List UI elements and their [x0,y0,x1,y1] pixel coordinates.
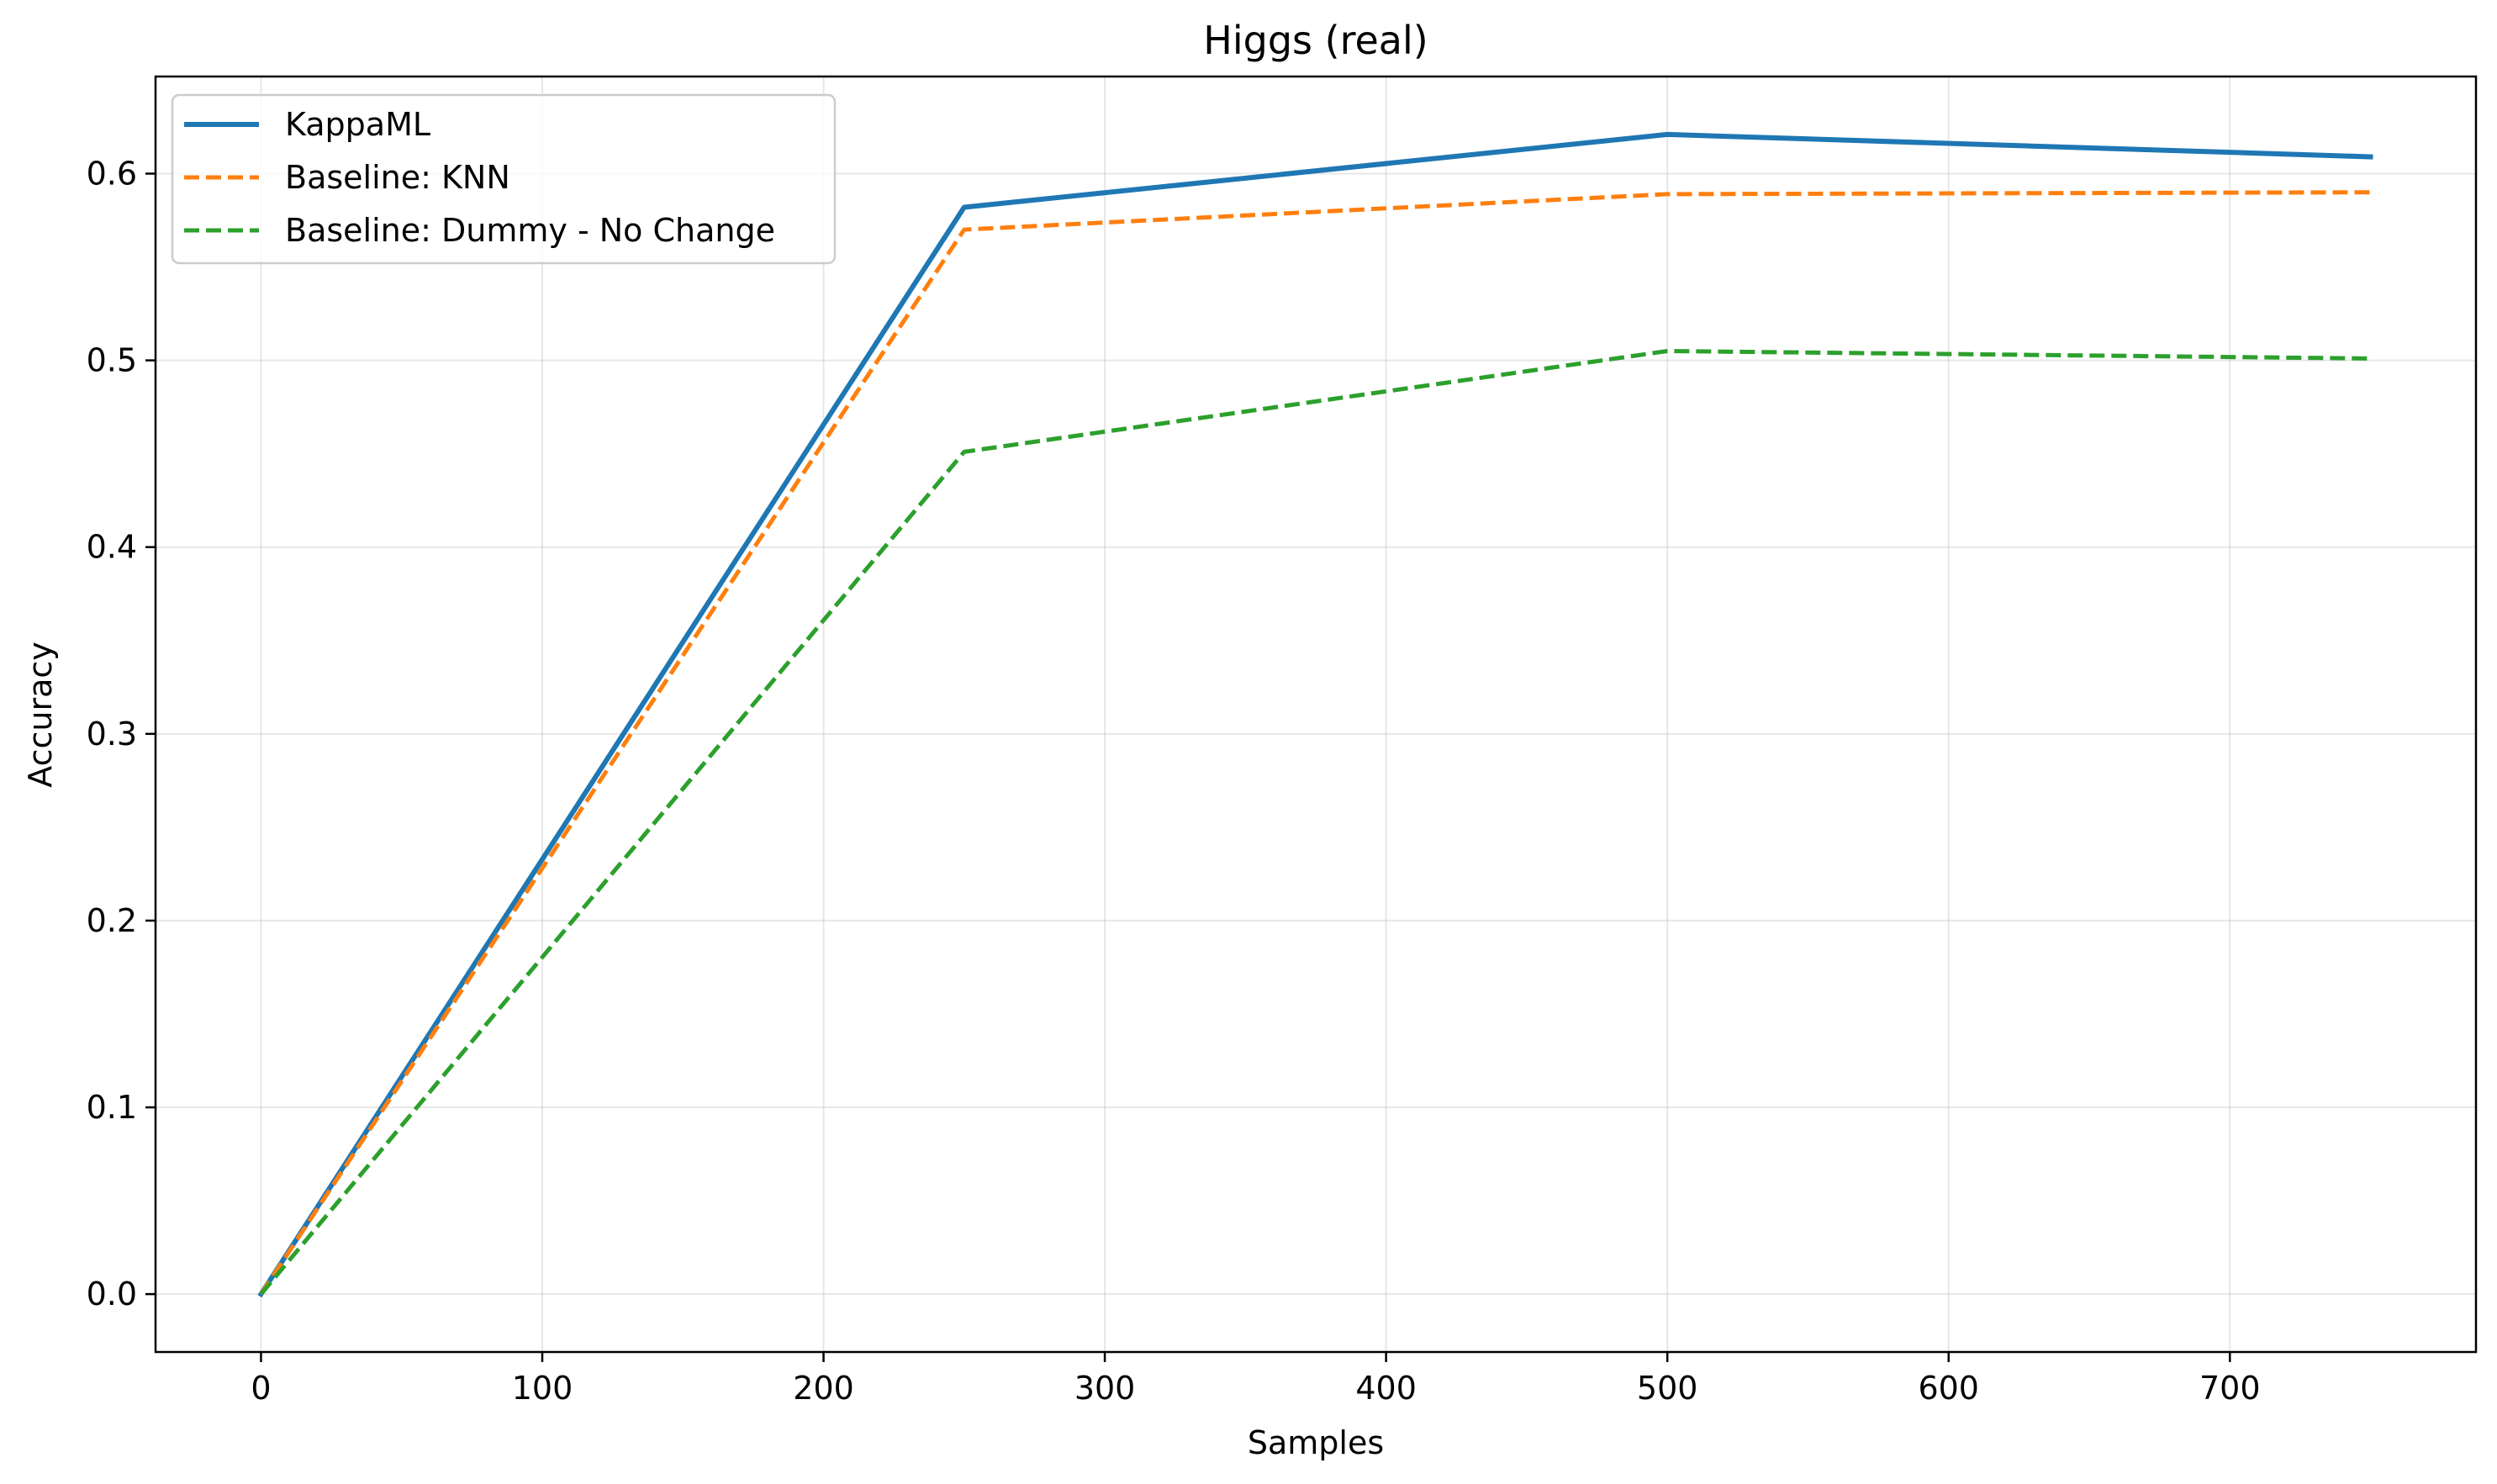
x-tick-label: 400 [1355,1370,1417,1407]
x-tick-label: 500 [1637,1370,1698,1407]
series-line-3 [259,349,2371,1296]
x-axis-title: Samples [1248,1424,1384,1461]
grid [156,77,2476,1352]
y-tick-label: 0.3 [87,716,137,753]
series-line-1 [257,131,2373,1298]
x-axis: 0 100 200 300 400 500 600 700 [251,1352,2261,1407]
y-tick-label: 0.4 [87,529,137,566]
y-tick-label: 0.5 [87,342,137,379]
x-tick-label: 200 [793,1370,854,1407]
x-tick-label: 300 [1074,1370,1136,1407]
series-lines [257,131,2373,1298]
y-tick-label: 0.2 [87,902,137,939]
y-axis-title: Accuracy [22,642,59,788]
legend: KappaML Baseline: KNN Baseline: Dummy - No… [171,93,837,265]
x-tick-label: 100 [512,1370,573,1407]
x-tick-label: 700 [2199,1370,2261,1407]
legend-box [171,93,837,265]
y-tick-label: 0.1 [87,1089,137,1126]
legend-label: Baseline: KNN [285,159,510,196]
legend-label: Baseline: Dummy - No Change [285,212,775,249]
y-tick-label: 0.0 [87,1275,137,1312]
chart-title: Higgs (real) [1203,18,1428,63]
y-tick-label: 0.6 [87,155,137,192]
x-tick-label: 0 [251,1370,271,1407]
y-axis: 0.0 0.1 0.2 0.3 0.4 0.5 0.6 [87,155,156,1312]
legend-label: KappaML [285,106,430,143]
series-line-2 [259,190,2371,1296]
plot-area-frame [154,75,2478,1354]
x-tick-label: 600 [1918,1370,1979,1407]
